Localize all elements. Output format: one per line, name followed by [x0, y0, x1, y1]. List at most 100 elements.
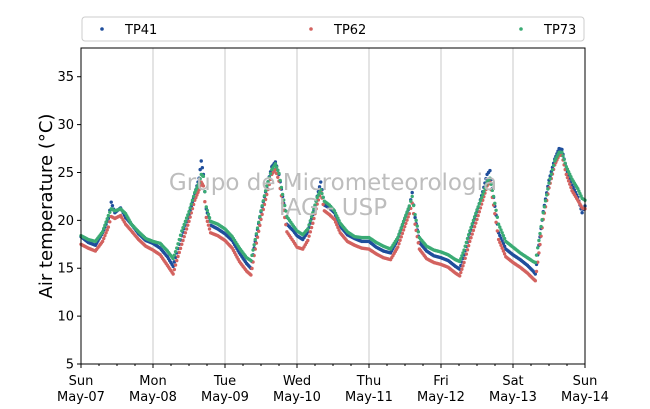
data-point [566, 179, 571, 183]
x-tick-date-label: May-10 [273, 390, 321, 405]
data-point [313, 203, 317, 207]
data-point [398, 238, 402, 242]
data-point [475, 208, 479, 212]
data-point [183, 219, 188, 224]
data-point [188, 215, 192, 219]
data-point [250, 266, 254, 271]
data-point [103, 233, 107, 238]
data-point [488, 176, 492, 180]
data-point [493, 201, 497, 206]
data-point [109, 200, 113, 204]
plot-area: Grupo de Micrometeorologia IAG - USP 5 10… [57, 47, 609, 405]
data-point [100, 230, 105, 234]
data-point [569, 185, 573, 190]
legend-label-tp73: TP73 [543, 23, 576, 38]
data-point [404, 213, 408, 217]
data-point [410, 194, 414, 199]
data-point [314, 199, 318, 203]
data-point [104, 231, 108, 235]
data-point [533, 272, 538, 276]
data-point [178, 233, 183, 237]
data-point [312, 207, 316, 211]
x-tick-day-label: Mon [139, 374, 166, 389]
data-point [335, 223, 339, 227]
data-point [468, 239, 472, 244]
data-point [308, 230, 313, 234]
data-point [187, 219, 191, 224]
data-point [207, 216, 212, 220]
y-tick-label: 10 [57, 310, 74, 325]
data-point [466, 243, 471, 248]
data-point [337, 228, 341, 232]
data-point [540, 217, 544, 222]
data-point [533, 278, 538, 283]
data-point [499, 228, 503, 232]
data-point [273, 162, 278, 166]
legend-frame [81, 16, 585, 42]
data-point [316, 193, 321, 197]
data-point [181, 238, 185, 243]
data-point [281, 198, 286, 202]
data-point [260, 204, 264, 208]
data-point [207, 227, 212, 231]
data-point [413, 212, 417, 217]
data-point [416, 230, 421, 234]
data-point [464, 252, 469, 256]
data-point [461, 251, 465, 255]
data-point [260, 212, 264, 217]
data-point [183, 231, 188, 235]
data-point [478, 198, 483, 203]
data-point [204, 215, 208, 220]
data-point [403, 224, 407, 229]
data-point [410, 190, 414, 195]
data-point [399, 226, 403, 230]
data-point [283, 203, 287, 208]
data-point [255, 226, 260, 230]
data-point [495, 215, 500, 219]
data-point [541, 211, 545, 215]
data-point [548, 176, 552, 181]
data-point [501, 249, 506, 253]
data-point [333, 220, 338, 224]
watermark-line-2: IAG - USP [279, 195, 387, 221]
data-point [250, 253, 254, 258]
data-point [267, 176, 271, 180]
x-tick-date-label: May-12 [417, 390, 465, 405]
data-point [482, 189, 486, 194]
data-point [249, 258, 253, 263]
x-tick-date-label: May-11 [345, 390, 393, 405]
data-point [171, 272, 175, 276]
data-point [103, 223, 107, 228]
data-point [255, 235, 260, 239]
data-point [495, 229, 500, 233]
data-point [562, 157, 566, 162]
data-point [474, 221, 478, 225]
data-point [472, 215, 477, 219]
data-point [189, 202, 193, 206]
data-point [406, 207, 410, 211]
data-point [399, 235, 403, 239]
data-point [261, 199, 265, 203]
data-point [550, 168, 555, 172]
legend-marker-tp73 [519, 27, 523, 31]
data-point [178, 246, 183, 251]
data-point [405, 210, 409, 214]
data-point [180, 229, 184, 233]
x-tick-day-label: Tue [213, 374, 236, 389]
data-point [206, 212, 211, 216]
data-point [401, 219, 406, 224]
data-point [501, 241, 506, 246]
data-point [317, 185, 322, 189]
data-point [415, 224, 419, 228]
data-point [563, 161, 567, 165]
legend-marker-tp62 [309, 27, 313, 31]
data-point [175, 246, 179, 250]
data-point [199, 159, 203, 163]
data-point [251, 248, 255, 252]
data-point [396, 235, 400, 240]
data-point [308, 219, 313, 223]
data-point [307, 223, 311, 227]
data-point [560, 150, 564, 155]
data-point [502, 236, 507, 241]
data-point [396, 245, 400, 249]
